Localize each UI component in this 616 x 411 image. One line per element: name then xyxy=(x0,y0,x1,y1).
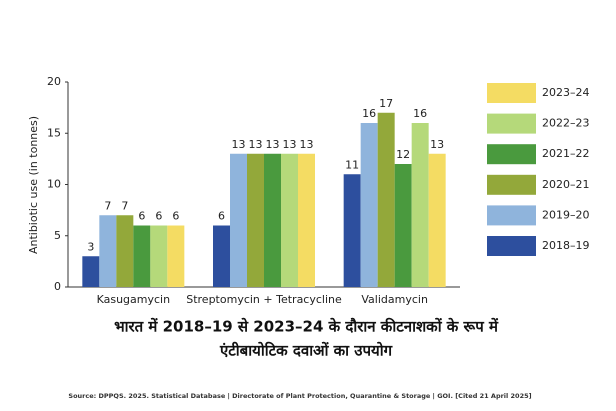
data-label: 17 xyxy=(379,97,393,110)
y-axis-label: Antibiotic use (in tonnes) xyxy=(27,116,40,254)
y-tick-label: 15 xyxy=(47,126,61,139)
bar xyxy=(394,164,412,287)
data-label: 3 xyxy=(87,240,94,253)
legend-swatch xyxy=(487,205,536,226)
x-tick-label: Validamycin xyxy=(361,293,428,306)
data-label: 7 xyxy=(121,199,128,212)
data-label: 6 xyxy=(138,210,145,223)
data-label: 7 xyxy=(104,199,111,212)
y-tick-label: 0 xyxy=(54,280,61,293)
data-label: 6 xyxy=(155,210,162,223)
bar xyxy=(150,225,168,287)
legend-swatch xyxy=(487,174,536,195)
data-label: 13 xyxy=(300,138,314,151)
legend-swatch xyxy=(487,113,536,134)
y-tick-label: 20 xyxy=(47,75,61,88)
legend-label: 2023–24 xyxy=(542,86,590,99)
bar xyxy=(230,153,247,287)
x-tick-label: Kasugamycin xyxy=(97,293,171,306)
data-label: 13 xyxy=(266,138,280,151)
data-label: 11 xyxy=(345,158,359,171)
legend-label: 2018–19 xyxy=(542,239,590,252)
data-label: 13 xyxy=(283,138,297,151)
y-tick-label: 5 xyxy=(54,229,61,242)
bar xyxy=(167,225,185,287)
bar xyxy=(428,153,446,287)
data-label: 6 xyxy=(218,210,225,223)
legend-swatch xyxy=(487,144,536,165)
bar xyxy=(343,174,361,287)
bar xyxy=(264,153,281,287)
y-tick-label: 10 xyxy=(47,178,61,191)
chart-title: एंटीबायोटिक दवाओं का उपयोग xyxy=(219,342,393,360)
bar xyxy=(247,153,264,287)
legend-label: 2022–23 xyxy=(542,117,590,130)
bar xyxy=(99,215,117,287)
bar xyxy=(298,153,315,287)
bar xyxy=(133,225,151,287)
bar xyxy=(116,215,134,287)
legend-swatch xyxy=(487,236,536,256)
data-label: 13 xyxy=(430,138,444,151)
bar xyxy=(360,123,378,287)
x-tick-label: Streptomycin + Tetracycline xyxy=(186,293,342,306)
legend-label: 2019–20 xyxy=(542,208,590,221)
data-label: 16 xyxy=(413,107,427,120)
legend-label: 2020–21 xyxy=(542,178,590,191)
bar xyxy=(213,225,230,287)
legend-label: 2021–22 xyxy=(542,147,590,160)
bar xyxy=(411,123,429,287)
data-label: 13 xyxy=(232,138,246,151)
bar xyxy=(281,153,298,287)
chart-title: भारत में 2018–19 से 2023–24 के दौरान कीट… xyxy=(114,318,499,336)
data-label: 12 xyxy=(396,148,410,161)
bar xyxy=(377,112,395,287)
data-label: 13 xyxy=(249,138,263,151)
data-label: 6 xyxy=(172,210,179,223)
bar xyxy=(82,256,100,287)
legend-swatch xyxy=(487,83,536,103)
source: Source: DPPQS. 2025. Statistical Databas… xyxy=(68,392,531,401)
data-label: 16 xyxy=(362,107,376,120)
